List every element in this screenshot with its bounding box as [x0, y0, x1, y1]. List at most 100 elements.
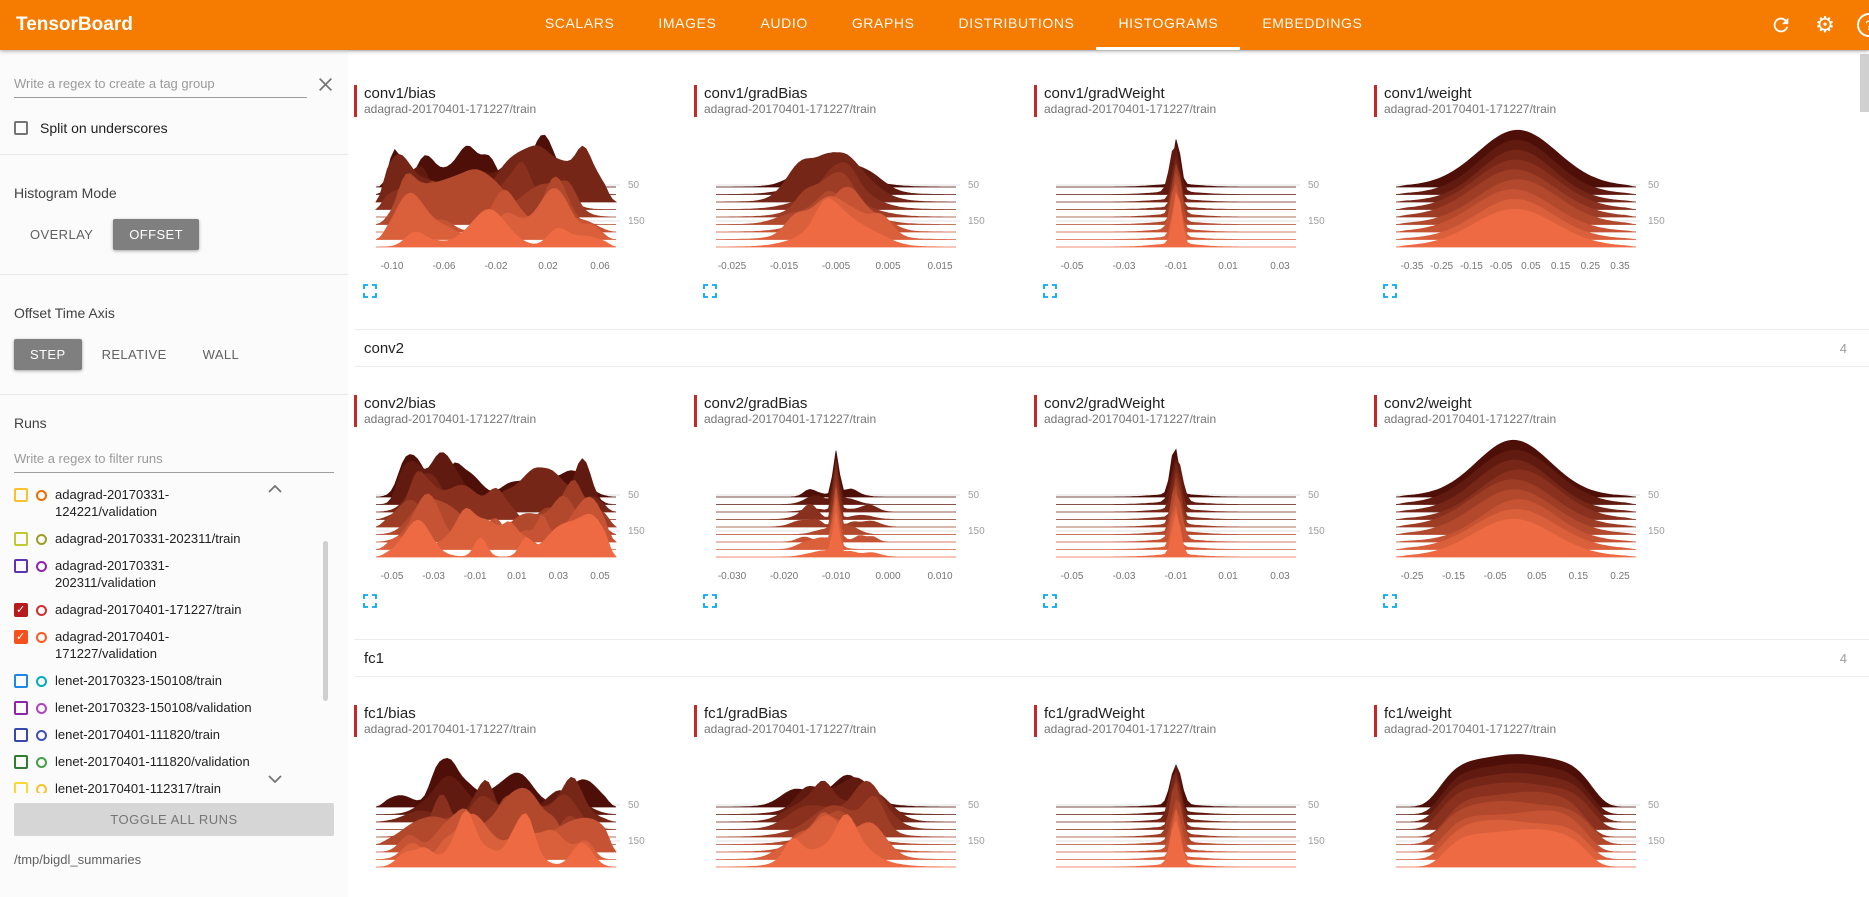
run-filter-input[interactable]	[14, 445, 334, 473]
run-color-circle-icon[interactable]	[36, 561, 47, 572]
run-color-circle-icon[interactable]	[36, 632, 47, 643]
help-icon[interactable]: ?	[1857, 13, 1869, 37]
run-checkbox[interactable]	[14, 674, 28, 688]
tab-distributions[interactable]: DISTRIBUTIONS	[958, 15, 1075, 31]
runs-scrollbar[interactable]	[323, 541, 328, 701]
expand-chart-icon[interactable]	[702, 283, 718, 299]
card-title: conv1/gradWeight	[1044, 85, 1165, 102]
expand-chart-icon[interactable]	[702, 593, 718, 609]
histogram-card: conv2/gradBias adagrad-20170401-171227/tr…	[694, 395, 1016, 609]
run-color-circle-icon[interactable]	[36, 730, 47, 741]
split-underscores-checkbox[interactable]	[14, 121, 28, 135]
run-item[interactable]: adagrad-20170331-124221/validation	[14, 481, 334, 525]
clear-tag-filter-icon[interactable]	[317, 76, 334, 93]
run-checkbox[interactable]: ✓	[14, 603, 28, 617]
run-checkbox[interactable]	[14, 728, 28, 742]
run-color-circle-icon[interactable]	[36, 490, 47, 501]
run-color-circle-icon[interactable]	[36, 757, 47, 768]
histogram-chart: 50 150 -0.030 -0.020 -0.010 0.000 0.010	[716, 450, 985, 582]
histogram-card: conv2/bias adagrad-20170401-171227/train 5…	[354, 395, 676, 609]
svg-text:50: 50	[968, 490, 980, 501]
run-item[interactable]: adagrad-20170331-202311/train	[14, 525, 334, 552]
expand-chart-icon[interactable]	[362, 283, 378, 299]
split-underscores-label: Split on underscores	[40, 120, 168, 136]
refresh-icon[interactable]	[1769, 13, 1793, 37]
expand-chart-icon[interactable]	[1042, 593, 1058, 609]
card-title: conv1/gradBias	[704, 85, 808, 102]
run-color-circle-icon[interactable]	[36, 784, 47, 793]
histogram-mode-overlay-button[interactable]: OVERLAY	[30, 227, 94, 242]
svg-text:50: 50	[1648, 490, 1660, 501]
group-name: fc1	[364, 649, 385, 667]
main-scrollbar[interactable]	[1860, 54, 1869, 112]
offset-time-axis-step-button[interactable]: STEP	[14, 339, 82, 370]
offset-time-axis-wall-button[interactable]: WALL	[202, 347, 240, 362]
run-item[interactable]: lenet-20170401-111820/train	[14, 721, 334, 748]
svg-text:150: 150	[628, 526, 645, 537]
svg-text:-0.05: -0.05	[381, 571, 404, 582]
tab-graphs[interactable]: GRAPHS	[851, 15, 915, 31]
run-item[interactable]: lenet-20170323-150108/validation	[14, 694, 334, 721]
tag-filter-section: Split on underscores	[0, 50, 348, 155]
run-checkbox[interactable]: ✓	[14, 630, 28, 644]
expand-chart-icon[interactable]	[1042, 283, 1058, 299]
svg-text:150: 150	[968, 216, 985, 227]
run-color-circle-icon[interactable]	[36, 676, 47, 687]
card-run-name: adagrad-20170401-171227/train	[364, 722, 537, 736]
run-color-bar	[1374, 85, 1377, 117]
run-item[interactable]: ✓ adagrad-20170401-171227/validation	[14, 623, 334, 667]
run-checkbox[interactable]	[14, 782, 28, 793]
tab-histograms[interactable]: HISTOGRAMS	[1096, 0, 1241, 50]
run-item[interactable]: adagrad-20170331-202311/validation	[14, 552, 334, 596]
groups: conv1/bias adagrad-20170401-171227/train 5…	[348, 50, 1869, 897]
run-item[interactable]: lenet-20170401-112317/train	[14, 775, 334, 793]
svg-text:150: 150	[968, 836, 985, 847]
svg-text:50: 50	[1648, 800, 1660, 811]
run-checkbox[interactable]	[14, 701, 28, 715]
scroll-up-icon[interactable]	[268, 485, 282, 493]
group-count: 4	[1839, 340, 1847, 356]
card-title: fc1/gradWeight	[1044, 705, 1145, 722]
run-name: adagrad-20170331-202311/validation	[55, 558, 170, 590]
toggle-all-runs-button[interactable]: TOGGLE ALL RUNS	[14, 803, 334, 836]
tag-regex-input[interactable]	[14, 70, 307, 98]
run-checkbox[interactable]	[14, 488, 28, 502]
svg-text:-0.03: -0.03	[422, 571, 445, 582]
histogram-card: conv1/gradWeight adagrad-20170401-171227/…	[1034, 85, 1356, 299]
split-underscores-row[interactable]: Split on underscores	[14, 120, 334, 136]
run-color-circle-icon[interactable]	[36, 534, 47, 545]
offset-time-axis-label: Offset Time Axis	[14, 305, 115, 321]
run-item[interactable]: lenet-20170323-150108/train	[14, 667, 334, 694]
expand-chart-icon[interactable]	[1382, 283, 1398, 299]
tab-images[interactable]: IMAGES	[658, 15, 717, 31]
histogram-chart: 50 150 -0.05 -0.03 -0.01 0.01 0.03	[1056, 139, 1325, 272]
histogram-card: conv1/weight adagrad-20170401-171227/trai…	[1374, 85, 1696, 299]
expand-chart-icon[interactable]	[1382, 593, 1398, 609]
group-header-conv2[interactable]: conv2 4	[354, 329, 1869, 367]
check-icon: ✓	[16, 631, 26, 643]
settings-gear-icon[interactable]: ⚙	[1815, 12, 1835, 37]
svg-text:150: 150	[628, 216, 645, 227]
expand-chart-icon[interactable]	[362, 593, 378, 609]
card-run-name: adagrad-20170401-171227/train	[364, 412, 537, 426]
svg-text:0.010: 0.010	[927, 571, 952, 582]
histogram-chart: 50 150 -0.10 -0.06 -0.02 0.02 0.06	[374, 134, 645, 272]
run-color-circle-icon[interactable]	[36, 703, 47, 714]
run-color-circle-icon[interactable]	[36, 605, 47, 616]
svg-text:-0.10: -0.10	[381, 261, 404, 272]
tab-audio[interactable]: AUDIO	[760, 15, 808, 31]
histogram-chart: 50 150 -0.35 -0.25 -0.15 -0.05 0.05 0.15 0.25 0.3…	[1395, 129, 1665, 272]
run-item[interactable]: lenet-20170401-111820/validation	[14, 748, 334, 775]
scroll-down-icon[interactable]	[268, 775, 282, 783]
tab-scalars[interactable]: SCALARS	[544, 15, 615, 31]
offset-time-axis-relative-button[interactable]: RELATIVE	[101, 347, 167, 362]
histogram-mode-offset-button[interactable]: OFFSET	[113, 219, 199, 250]
run-checkbox[interactable]	[14, 755, 28, 769]
histogram-chart: 50 150	[1056, 764, 1325, 868]
group-header-fc1[interactable]: fc1 4	[354, 639, 1869, 677]
tab-embeddings[interactable]: EMBEDDINGS	[1262, 15, 1363, 31]
histogram-card: fc1/gradBias adagrad-20170401-171227/trai…	[694, 705, 1016, 897]
run-item[interactable]: ✓ adagrad-20170401-171227/train	[14, 596, 334, 623]
run-checkbox[interactable]	[14, 532, 28, 546]
run-checkbox[interactable]	[14, 559, 28, 573]
